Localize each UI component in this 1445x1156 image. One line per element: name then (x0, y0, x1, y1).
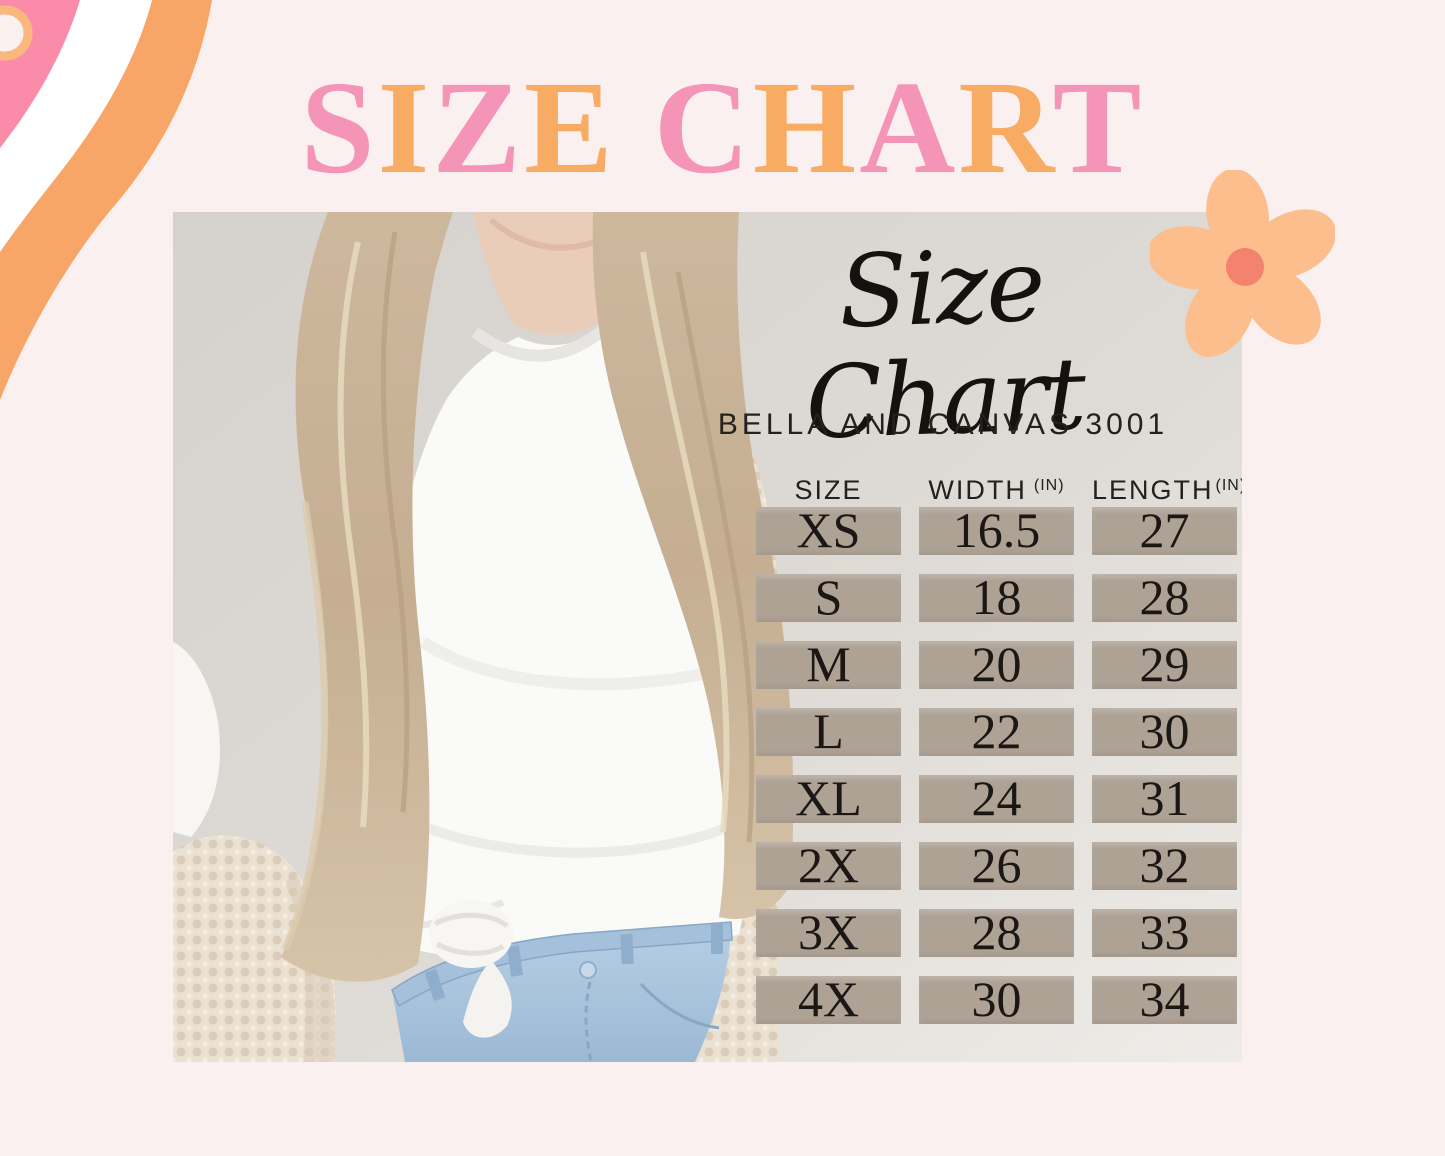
column-header-length: LENGTH(IN) (1092, 475, 1242, 505)
hair-strand (640, 251, 730, 833)
belt-loop (620, 933, 634, 965)
column-header-width-label: WIDTH (928, 475, 1027, 505)
width-cell: 30 (919, 974, 1074, 1024)
title-letter: S (300, 53, 378, 201)
width-unit-label: (IN) (1033, 477, 1065, 494)
length-cell: 33 (1092, 907, 1237, 957)
belt-loop (424, 968, 446, 1002)
size-table-header: SIZE WIDTH(IN) LENGTH(IN) (756, 466, 1242, 505)
length-cell: 28 (1092, 572, 1237, 622)
neck (473, 212, 613, 335)
jeans-fly-seam (584, 981, 593, 1062)
width-cell: 24 (919, 773, 1074, 823)
length-cell: 31 (1092, 773, 1237, 823)
hair-strand (281, 501, 329, 952)
belt-loop (711, 924, 723, 954)
width-cell: 16.5 (919, 505, 1074, 555)
t-shirt-fold (419, 637, 715, 691)
length-cell: 32 (1092, 840, 1237, 890)
jeans-pocket-seam (639, 982, 720, 1030)
hair-strand (675, 271, 755, 843)
corner-swirl-decoration (0, 0, 212, 400)
width-cell: 22 (919, 706, 1074, 756)
swirl-ring (0, 5, 33, 61)
size-cell: 4X (756, 974, 901, 1024)
hair-right (592, 212, 794, 919)
column-header-width: WIDTH (IN) (919, 477, 1074, 504)
flower-decoration (1150, 170, 1335, 357)
flower-petals (1150, 170, 1335, 357)
size-cell: XL (756, 773, 901, 823)
t-shirt-fold (410, 817, 730, 858)
width-cell: 18 (919, 572, 1074, 622)
size-cell: 3X (756, 907, 901, 957)
page-title: SIZE CHART (0, 57, 1445, 198)
title-letter: Z (432, 53, 525, 201)
title-letter: I (377, 53, 433, 201)
size-cell: XS (756, 505, 901, 555)
product-subtitle: BELLA AND CANVAS 3001 (717, 408, 1169, 441)
title-letter: T (1052, 53, 1145, 201)
title-letter (616, 58, 654, 198)
shirt-knot-fold (435, 941, 505, 956)
column-header-length-label: LENGTH (1092, 475, 1214, 505)
length-unit-label: (IN) (1215, 477, 1242, 494)
jeans-button (579, 961, 597, 979)
title-letter: C (653, 53, 753, 201)
size-cell: S (756, 572, 901, 622)
left-sleeve (173, 642, 220, 837)
chin-shadow (489, 217, 603, 251)
shirt-knot-fold (433, 912, 509, 929)
title-letter: E (524, 53, 616, 201)
width-cell: 20 (919, 639, 1074, 689)
model-photo-illustration (173, 212, 1242, 1062)
title-letter: R (958, 53, 1053, 201)
column-header-size: SIZE (756, 477, 901, 504)
size-table-body: XS 16.5 27 S 18 28 M 20 29 L 22 30 XL 24 31 2X 26 32 3X 28 3… (756, 505, 1237, 1024)
shirt-knot-tail (463, 960, 512, 1038)
column-header-size-label: SIZE (794, 475, 863, 505)
hair-strand (380, 231, 410, 813)
photo-card: Size Chart BELLA AND CANVAS 3001 SIZE WI… (173, 212, 1242, 1062)
title-letter: H (752, 53, 860, 201)
size-cell: 2X (756, 840, 901, 890)
size-cell: L (756, 706, 901, 756)
length-cell: 29 (1092, 639, 1237, 689)
width-cell: 28 (919, 907, 1074, 957)
length-cell: 34 (1092, 974, 1237, 1024)
chart-panel: Size Chart BELLA AND CANVAS 3001 SIZE WI… (173, 212, 1242, 1062)
length-cell: 27 (1092, 505, 1237, 555)
title-letter: A (859, 53, 959, 201)
length-cell: 30 (1092, 706, 1237, 756)
width-cell: 26 (919, 840, 1074, 890)
belt-loop (506, 945, 524, 977)
size-cell: M (756, 639, 901, 689)
hair-strand (337, 241, 370, 828)
flower-center (1226, 248, 1264, 286)
